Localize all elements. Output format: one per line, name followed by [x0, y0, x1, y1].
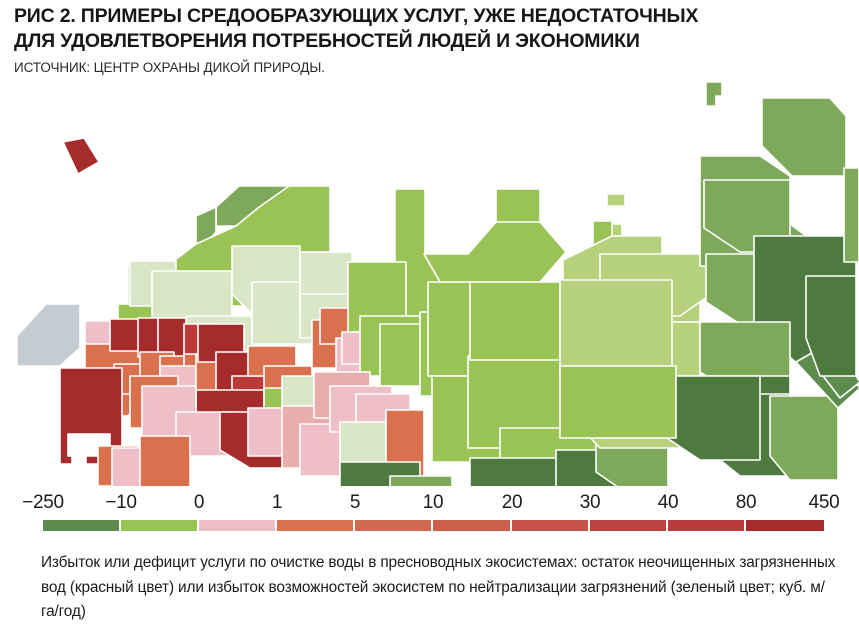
- map-region: [705, 81, 723, 107]
- map-region: [606, 193, 626, 207]
- legend-swatch: [433, 520, 510, 531]
- legend-tick: 20: [501, 492, 523, 513]
- figure-header: РИС 2. ПРИМЕРЫ СРЕДООБРАЗУЮЩИХ УСЛУГ, УЖ…: [14, 4, 854, 75]
- legend-swatch: [277, 520, 353, 531]
- map-region: [559, 365, 677, 439]
- legend-tick: 0: [193, 492, 205, 513]
- legend-swatch: [590, 520, 666, 531]
- map-region: [389, 475, 453, 486]
- legend-swatch: [43, 520, 119, 531]
- legend-swatch: [199, 520, 275, 531]
- legend-swatch: [355, 520, 431, 531]
- map-region: [62, 137, 100, 175]
- legend-tick: 1: [271, 492, 283, 513]
- source-line: ИСТОЧНИК: ЦЕНТР ОХРАНЫ ДИКОЙ ПРИРОДЫ.: [14, 60, 325, 75]
- figure-caption: Избыток или дефицит услуги по очистке во…: [41, 554, 836, 620]
- legend-swatch: [512, 520, 588, 531]
- legend-tick: 10: [422, 492, 444, 513]
- legend-tick: −250: [22, 492, 64, 513]
- legend-tick: 80: [735, 492, 757, 513]
- map-region: [16, 303, 81, 367]
- map-region: [559, 279, 673, 377]
- map-region: [805, 275, 857, 377]
- map-region: [761, 97, 847, 177]
- legend-color-bar: [0, 520, 859, 531]
- map-region: [469, 281, 561, 361]
- legend-tick: 30: [579, 492, 601, 513]
- map-region: [469, 457, 561, 486]
- legend-tick: −10: [105, 492, 137, 513]
- legend-swatch: [121, 520, 197, 531]
- legend-tick: 40: [657, 492, 679, 513]
- legend-swatch: [746, 520, 824, 531]
- map-region: [139, 435, 191, 486]
- color-scale-legend: −250 −10 0 1 5 10 20 30 40 80 450: [0, 492, 859, 540]
- map-region: [769, 395, 839, 481]
- legend-tick-labels: −250 −10 0 1 5 10 20 30 40 80 450: [0, 492, 859, 518]
- map-region: [71, 437, 87, 465]
- page-title: РИС 2. ПРИМЕРЫ СРЕДООБРАЗУЮЩИХ УСЛУГ, УЖ…: [14, 5, 699, 52]
- map-region: [423, 221, 567, 283]
- legend-tick: 5: [349, 492, 361, 513]
- legend-swatch: [668, 520, 744, 531]
- legend-tick: 450: [808, 492, 840, 513]
- russia-choropleth-map: [0, 76, 859, 486]
- map-region: [843, 167, 859, 263]
